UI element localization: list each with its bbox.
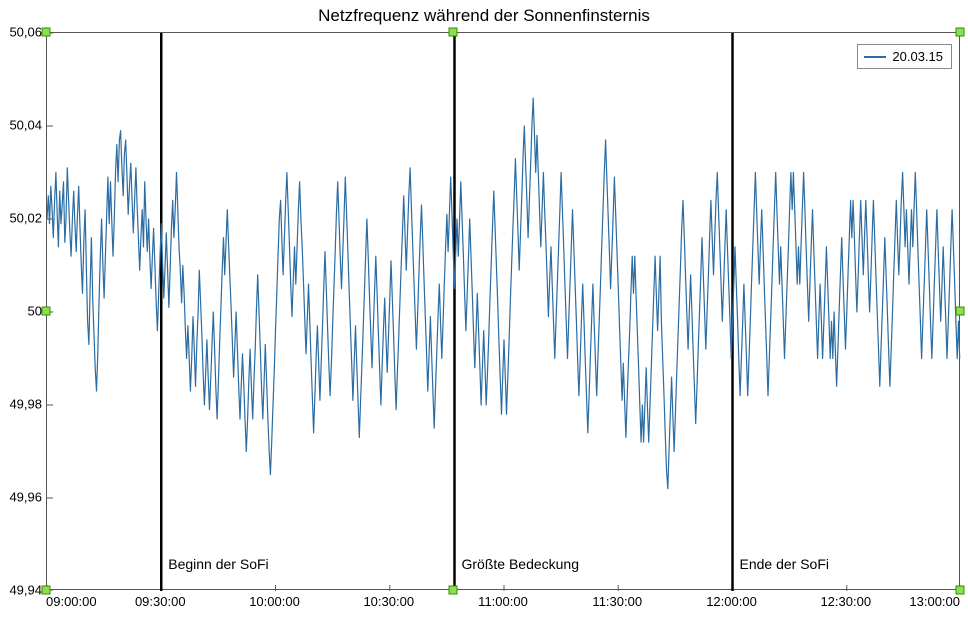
y-tick-label: 50,02 <box>9 211 42 226</box>
x-tick-label: 10:00:00 <box>249 594 300 609</box>
x-tick-label: 09:00:00 <box>46 594 97 609</box>
chart-title: Netzfrequenz während der Sonnenfinsterni… <box>0 6 968 26</box>
y-tick-label: 50 <box>28 304 42 319</box>
plot-area <box>46 32 960 590</box>
resize-handle[interactable] <box>956 28 965 37</box>
plot-svg <box>47 33 961 591</box>
chart-container: Netzfrequenz während der Sonnenfinsterni… <box>0 0 968 627</box>
x-tick-label: 10:30:00 <box>363 594 414 609</box>
resize-handle[interactable] <box>42 586 51 595</box>
annotation-label: Größte Bedeckung <box>461 556 579 572</box>
x-tick-label: 12:00:00 <box>706 594 757 609</box>
legend: 20.03.15 <box>857 44 952 69</box>
y-tick-label: 49,98 <box>9 397 42 412</box>
y-tick-label: 50,06 <box>9 25 42 40</box>
legend-label: 20.03.15 <box>892 49 943 64</box>
x-tick-label: 12:30:00 <box>820 594 871 609</box>
x-tick-label: 13:00:00 <box>909 594 960 609</box>
resize-handle[interactable] <box>956 307 965 316</box>
resize-handle[interactable] <box>956 586 965 595</box>
x-tick-label: 09:30:00 <box>135 594 186 609</box>
y-tick-label: 49,94 <box>9 583 42 598</box>
resize-handle[interactable] <box>42 28 51 37</box>
annotation-label: Beginn der SoFi <box>168 556 268 572</box>
y-tick-label: 49,96 <box>9 490 42 505</box>
y-tick-label: 50,04 <box>9 118 42 133</box>
annotation-label: Ende der SoFi <box>740 556 830 572</box>
x-tick-label: 11:00:00 <box>478 594 528 609</box>
x-tick-label: 11:30:00 <box>592 594 642 609</box>
resize-handle[interactable] <box>42 307 51 316</box>
legend-swatch <box>864 56 886 58</box>
resize-handle[interactable] <box>449 586 458 595</box>
resize-handle[interactable] <box>449 28 458 37</box>
